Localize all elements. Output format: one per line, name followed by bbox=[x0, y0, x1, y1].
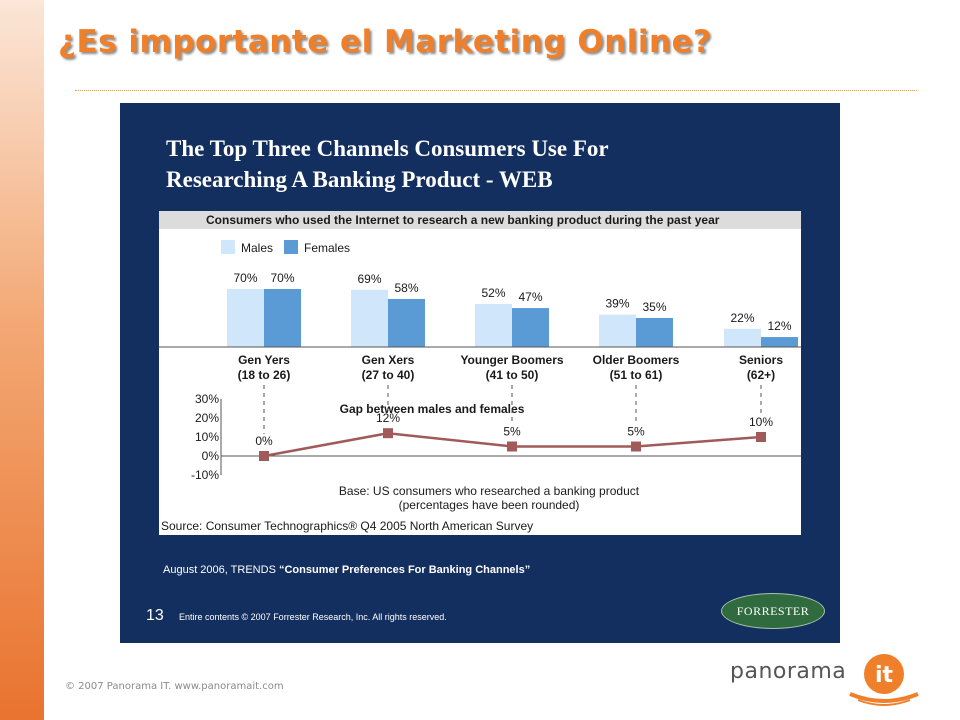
footer-copyright: © 2007 Panorama IT. www.panoramait.com bbox=[65, 681, 284, 692]
gap-value-label-4: 10% bbox=[749, 415, 773, 429]
gap-marker-4 bbox=[756, 432, 766, 442]
category-label-2: Younger Boomers bbox=[460, 353, 563, 367]
bar-value-label-males-2: 52% bbox=[481, 286, 505, 300]
title-divider bbox=[75, 90, 917, 91]
panel-heading-line-2: Researching A Banking Product - WEB bbox=[166, 167, 553, 192]
copyright-notice: Entire contents © 2007 Forrester Researc… bbox=[179, 612, 447, 622]
bar-males-4 bbox=[724, 328, 761, 347]
page-number: 13 bbox=[146, 607, 164, 624]
bar-females-3 bbox=[636, 318, 673, 347]
gap-value-label-3: 5% bbox=[627, 425, 645, 439]
legend-swatch-males bbox=[221, 240, 235, 254]
bar-females-4 bbox=[761, 337, 798, 347]
legend-label-males: Males bbox=[241, 241, 273, 255]
gap-ytick-4: -10% bbox=[191, 468, 219, 482]
bar-females-2 bbox=[512, 308, 549, 347]
category-label-1: Gen Xers bbox=[362, 353, 415, 367]
legend-label-females: Females bbox=[304, 241, 350, 255]
bar-males-0 bbox=[227, 289, 264, 347]
bar-value-label-females-3: 35% bbox=[642, 300, 666, 314]
bar-value-label-males-0: 70% bbox=[233, 271, 257, 285]
gap-marker-2 bbox=[507, 441, 517, 452]
category-label-4: Seniors bbox=[739, 353, 783, 367]
category-sublabel-3: (51 to 61) bbox=[610, 368, 663, 382]
gap-ytick-0: 30% bbox=[195, 392, 219, 406]
bar-value-label-females-2: 47% bbox=[518, 290, 542, 304]
chart-source: Source: Consumer Technographics® Q4 2005… bbox=[161, 519, 533, 533]
category-sublabel-1: (27 to 40) bbox=[362, 368, 415, 382]
chart-svg: Consumers who used the Internet to resea… bbox=[159, 211, 801, 533]
category-label-0: Gen Yers bbox=[238, 353, 290, 367]
gap-ytick-2: 10% bbox=[195, 430, 219, 444]
base-note-line-1: Base: US consumers who researched a bank… bbox=[339, 484, 640, 498]
category-sublabel-2: (41 to 50) bbox=[486, 368, 539, 382]
panel-credit: August 2006, TRENDS “Consumer Preference… bbox=[163, 564, 530, 576]
bar-males-1 bbox=[351, 289, 388, 347]
gap-ytick-3: 0% bbox=[202, 449, 220, 463]
gap-value-label-1: 12% bbox=[376, 411, 400, 425]
panel-heading-line-1: The Top Three Channels Consumers Use For bbox=[166, 136, 609, 161]
bar-value-label-males-3: 39% bbox=[605, 297, 629, 311]
gap-ytick-1: 20% bbox=[195, 411, 219, 425]
category-label-3: Older Boomers bbox=[593, 353, 680, 367]
bar-males-3 bbox=[599, 314, 636, 347]
credit-prefix: August 2006, TRENDS bbox=[163, 564, 279, 576]
legend-swatch-females bbox=[284, 240, 298, 254]
bar-chart-title: Consumers who used the Internet to resea… bbox=[206, 213, 720, 227]
gap-marker-3 bbox=[631, 441, 641, 452]
bar-males-2 bbox=[475, 303, 512, 347]
chart-title-band bbox=[159, 211, 801, 229]
panel-heading: The Top Three Channels Consumers Use For… bbox=[166, 133, 766, 195]
panorama-logo: panorama it bbox=[730, 650, 930, 710]
gap-marker-0 bbox=[259, 451, 269, 461]
bar-females-0 bbox=[264, 289, 301, 347]
gap-value-label-0: 0% bbox=[255, 434, 273, 448]
brand-mark-text: it bbox=[875, 663, 894, 688]
brand-mark-icon: it bbox=[849, 654, 919, 706]
bar-value-label-females-4: 12% bbox=[767, 319, 791, 333]
bar-females-1 bbox=[388, 298, 425, 347]
gap-value-label-2: 5% bbox=[503, 425, 521, 439]
category-sublabel-4: (62+) bbox=[747, 368, 775, 382]
bar-value-label-females-0: 70% bbox=[270, 271, 294, 285]
bar-value-label-males-1: 69% bbox=[357, 272, 381, 286]
chart-figure: Consumers who used the Internet to resea… bbox=[159, 211, 801, 535]
forrester-logo: FORRESTER bbox=[721, 593, 825, 629]
left-accent-bar bbox=[0, 0, 44, 720]
gap-marker-1 bbox=[383, 428, 393, 439]
slide-title: ¿Es importante el Marketing Online? bbox=[58, 24, 712, 60]
credit-report-title: “Consumer Preferences For Banking Channe… bbox=[278, 564, 531, 576]
brand-wordmark: panorama bbox=[730, 659, 847, 684]
bar-value-label-males-4: 22% bbox=[730, 311, 754, 325]
category-sublabel-0: (18 to 26) bbox=[238, 368, 291, 382]
gap-chart-title: Gap between males and females bbox=[340, 402, 525, 416]
bar-value-label-females-1: 58% bbox=[394, 281, 418, 295]
base-note-line-2: (percentages have been rounded) bbox=[399, 498, 580, 512]
